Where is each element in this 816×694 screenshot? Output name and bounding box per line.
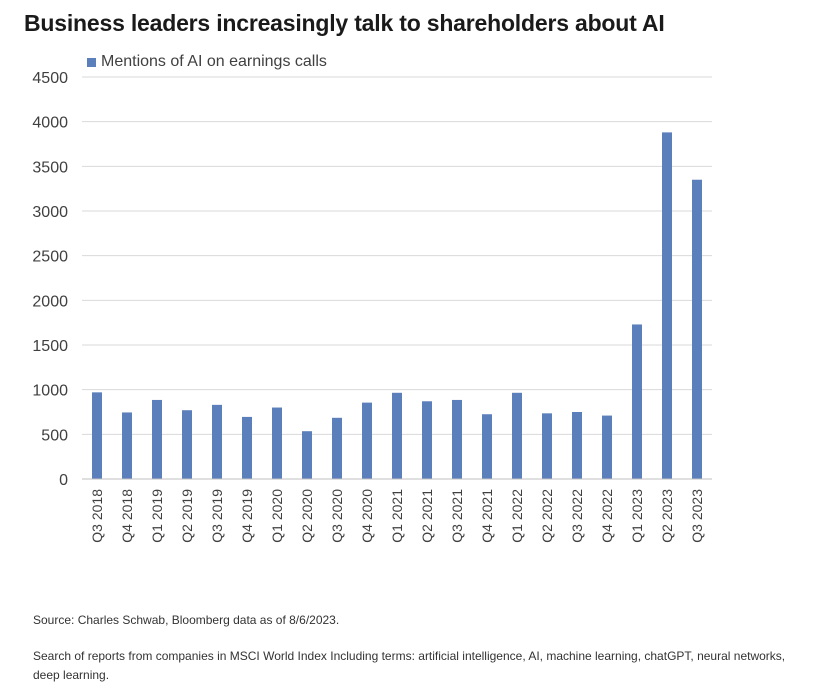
x-tick-label: Q4 2018 <box>119 489 135 543</box>
x-tick-label: Q4 2020 <box>359 489 375 543</box>
bar <box>332 417 342 479</box>
x-tick-label: Q1 2022 <box>509 489 525 543</box>
bar <box>242 416 252 479</box>
bar <box>692 179 702 479</box>
legend-swatch <box>87 57 96 67</box>
y-tick-label: 3500 <box>32 159 68 176</box>
x-tick-label: Q1 2019 <box>149 489 165 543</box>
bar <box>632 324 642 479</box>
bar <box>152 399 162 479</box>
y-tick-label: 2500 <box>32 249 68 266</box>
x-tick-label: Q3 2020 <box>329 489 345 543</box>
x-tick-label: Q1 2021 <box>389 489 405 543</box>
bar <box>452 399 462 479</box>
y-tick-label: 0 <box>59 472 68 489</box>
bar <box>272 407 282 479</box>
bar <box>662 132 672 480</box>
bar <box>602 415 612 479</box>
x-tick-label: Q4 2019 <box>239 489 255 543</box>
x-tick-label: Q3 2022 <box>569 489 585 543</box>
x-tick-label: Q3 2018 <box>89 489 105 543</box>
y-tick-label: 3000 <box>32 204 68 221</box>
legend: Mentions of AI on earnings calls <box>87 53 327 71</box>
y-tick-label: 4500 <box>32 70 68 87</box>
y-tick-label: 1500 <box>32 338 68 355</box>
bar <box>362 402 372 479</box>
bar <box>122 412 132 479</box>
y-tick-label: 4000 <box>32 115 68 132</box>
bar <box>212 404 222 479</box>
bar <box>572 412 582 479</box>
methodology-note: Search of reports from companies in MSCI… <box>33 649 786 682</box>
bar <box>482 414 492 479</box>
chart-title: Business leaders increasingly talk to sh… <box>24 10 665 36</box>
x-tick-label: Q3 2021 <box>449 489 465 543</box>
x-tick-label: Q4 2021 <box>479 489 495 543</box>
legend-label: Mentions of AI on earnings calls <box>101 53 327 70</box>
x-tick-label: Q1 2020 <box>269 489 285 543</box>
y-tick-label: 1000 <box>32 383 68 400</box>
y-tick-label: 2000 <box>32 293 68 310</box>
bar <box>302 431 312 479</box>
x-tick-label: Q3 2019 <box>209 489 225 543</box>
x-tick-label: Q2 2020 <box>299 489 315 543</box>
x-tick-label: Q2 2019 <box>179 489 195 543</box>
x-tick-label: Q2 2021 <box>419 489 435 543</box>
x-tick-label: Q1 2023 <box>629 489 645 543</box>
bar <box>392 392 402 479</box>
source-note: Source: Charles Schwab, Bloomberg data a… <box>33 613 340 627</box>
bar-chart: 0 500 1000 1500 2000 2500 3000 3500 4000 4500 Q3 2… <box>32 70 712 543</box>
bar <box>182 410 192 479</box>
x-tick-label: Q2 2022 <box>539 489 555 543</box>
y-tick-label: 500 <box>41 427 68 444</box>
bar <box>422 401 432 479</box>
bar <box>92 392 102 479</box>
bar <box>542 413 552 479</box>
bar <box>512 392 522 479</box>
x-tick-label: Q4 2022 <box>599 489 615 543</box>
x-tick-label: Q2 2023 <box>659 489 675 543</box>
x-tick-label: Q3 2023 <box>689 489 705 543</box>
